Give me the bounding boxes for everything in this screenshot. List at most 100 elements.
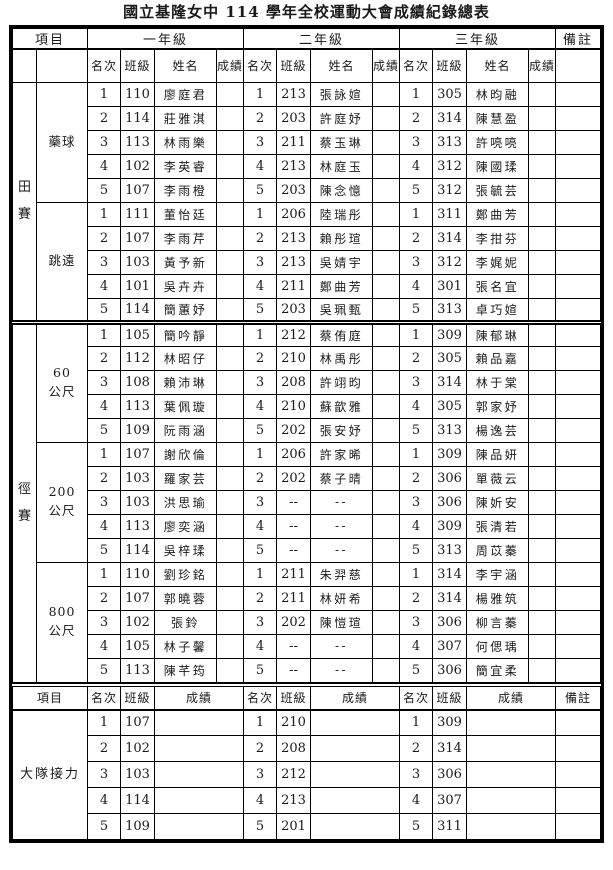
class-cell: -- bbox=[276, 657, 312, 683]
subheader-rank: 名次 bbox=[399, 48, 434, 83]
relay-header: 項目 名次 班級 成績 名次 班級 成績 名次 班級 成績 備註 bbox=[12, 682, 601, 711]
rank-cell: 5 bbox=[399, 417, 434, 443]
rank-cell: 1 bbox=[87, 319, 122, 347]
class-cell: 309 bbox=[432, 513, 468, 539]
header-grade-2: 二年級 bbox=[243, 27, 401, 50]
name-cell: 郭家妤 bbox=[466, 393, 530, 419]
remark-cell bbox=[555, 561, 601, 587]
class-cell: 213 bbox=[276, 249, 312, 275]
name-cell: 簡吟靜 bbox=[154, 319, 218, 347]
class-cell: 210 bbox=[276, 393, 312, 419]
relay-header-remark: 備註 bbox=[555, 682, 601, 711]
class-cell: 211 bbox=[276, 585, 312, 611]
grade-header-row: 項目 一年級 二年級 三年級 備註 bbox=[11, 27, 601, 50]
name-cell: 鄭曲芳 bbox=[466, 201, 530, 227]
class-cell: 108 bbox=[120, 369, 156, 395]
name-cell: 蔡玉琳 bbox=[310, 129, 374, 155]
name-cell: 莊雅淇 bbox=[154, 105, 218, 131]
score-cell bbox=[216, 105, 245, 131]
score-cell bbox=[528, 585, 557, 611]
score-cell bbox=[216, 633, 245, 659]
class-cell: 114 bbox=[120, 105, 156, 131]
rank-cell: 4 bbox=[87, 273, 122, 299]
class-cell: 213 bbox=[276, 153, 312, 179]
rank-cell: 4 bbox=[87, 513, 122, 539]
name-cell: 許翊昀 bbox=[310, 369, 374, 395]
relay-subheader-class: 班級 bbox=[276, 682, 311, 711]
score-cell bbox=[216, 537, 245, 563]
rank-cell: 4 bbox=[87, 393, 122, 419]
rank-cell: 5 bbox=[399, 297, 434, 323]
category-cell: 田賽 bbox=[12, 81, 37, 323]
event-cell: 60 公尺 bbox=[35, 319, 89, 443]
subheader-category-spacer bbox=[12, 48, 37, 83]
category-label: 徑賽 bbox=[17, 481, 31, 524]
rank-cell: 2 bbox=[87, 585, 122, 611]
name-cell: 蘇歆雅 bbox=[310, 393, 374, 419]
relay-table: 項目 名次 班級 成績 名次 班級 成績 名次 班級 成績 備註 大隊接力 1 10… bbox=[12, 682, 601, 840]
relay-row: 2 102 2 208 2 314 bbox=[13, 735, 601, 762]
name-cell: 蔡侑庭 bbox=[310, 319, 374, 347]
rank-cell: 5 bbox=[243, 537, 278, 563]
class-cell: 314 bbox=[432, 735, 467, 762]
rank-cell: 3 bbox=[243, 489, 278, 515]
rank-cell: 4 bbox=[243, 633, 278, 659]
name-cell: 蔡子晴 bbox=[310, 465, 374, 491]
table-row: 跳遠 1 111 董怡廷 1 206 陸瑞彤 1 311 鄭曲芳 bbox=[13, 201, 601, 323]
class-cell: 110 bbox=[120, 561, 156, 587]
class-cell: 311 bbox=[432, 813, 467, 840]
results-table: 項目 一年級 二年級 三年級 備註 名次 班級 姓名 成績 名次 班級 姓名 成… bbox=[11, 27, 601, 683]
name-cell: -- bbox=[310, 537, 374, 563]
score-cell bbox=[528, 201, 557, 227]
score-cell bbox=[216, 201, 245, 227]
score-cell bbox=[154, 735, 244, 762]
class-cell: 306 bbox=[432, 761, 467, 788]
header-remark: 備註 bbox=[555, 27, 601, 50]
class-cell: 314 bbox=[432, 105, 468, 131]
score-cell bbox=[528, 633, 557, 659]
score-cell bbox=[216, 489, 245, 515]
name-cell: 周苡蓁 bbox=[466, 537, 530, 563]
name-cell: 陳慧盈 bbox=[466, 105, 530, 131]
class-cell: 314 bbox=[432, 585, 468, 611]
class-cell: 312 bbox=[432, 177, 468, 203]
rank-cell: 2 bbox=[243, 345, 278, 371]
score-cell bbox=[372, 177, 401, 203]
name-cell: 吳卉卉 bbox=[154, 273, 218, 299]
score-cell bbox=[216, 177, 245, 203]
score-cell bbox=[528, 153, 557, 179]
name-cell: 張安妤 bbox=[310, 417, 374, 443]
score-cell bbox=[372, 249, 401, 275]
rank-cell: 4 bbox=[243, 513, 278, 539]
rank-cell: 2 bbox=[243, 585, 278, 611]
remark-cell bbox=[555, 417, 601, 443]
rank-cell: 5 bbox=[87, 537, 122, 563]
rank-cell: 3 bbox=[243, 249, 278, 275]
class-cell: 212 bbox=[276, 761, 311, 788]
name-cell: -- bbox=[310, 657, 374, 683]
rank-cell: 2 bbox=[87, 465, 122, 491]
score-cell bbox=[528, 297, 557, 323]
name-cell: 吳婧宇 bbox=[310, 249, 374, 275]
table-row: 2 112 林昭仔 2 210 林禹彤 2 305 賴品嘉 bbox=[13, 345, 601, 371]
class-cell: 103 bbox=[120, 489, 156, 515]
score-cell bbox=[528, 489, 557, 515]
remark-cell bbox=[555, 273, 601, 299]
class-cell: 113 bbox=[120, 129, 156, 155]
class-cell: 208 bbox=[276, 369, 312, 395]
name-cell: 廖奕涵 bbox=[154, 513, 218, 539]
class-cell: 203 bbox=[276, 177, 312, 203]
score-cell bbox=[372, 513, 401, 539]
name-cell: 林于棠 bbox=[466, 369, 530, 395]
table-row: 4 113 葉佩璇 4 210 蘇歆雅 4 305 郭家妤 bbox=[13, 393, 601, 419]
class-cell: 306 bbox=[432, 609, 468, 635]
rank-cell: 3 bbox=[87, 369, 122, 395]
rank-cell: 3 bbox=[399, 129, 434, 155]
score-cell bbox=[216, 417, 245, 443]
rank-cell: 4 bbox=[399, 633, 434, 659]
class-cell: 211 bbox=[276, 561, 312, 587]
relay-header-row: 項目 名次 班級 成績 名次 班級 成績 名次 班級 成績 備註 bbox=[12, 682, 601, 711]
name-cell: 張詠媗 bbox=[310, 81, 374, 107]
score-cell bbox=[372, 489, 401, 515]
remark-cell bbox=[555, 393, 601, 419]
